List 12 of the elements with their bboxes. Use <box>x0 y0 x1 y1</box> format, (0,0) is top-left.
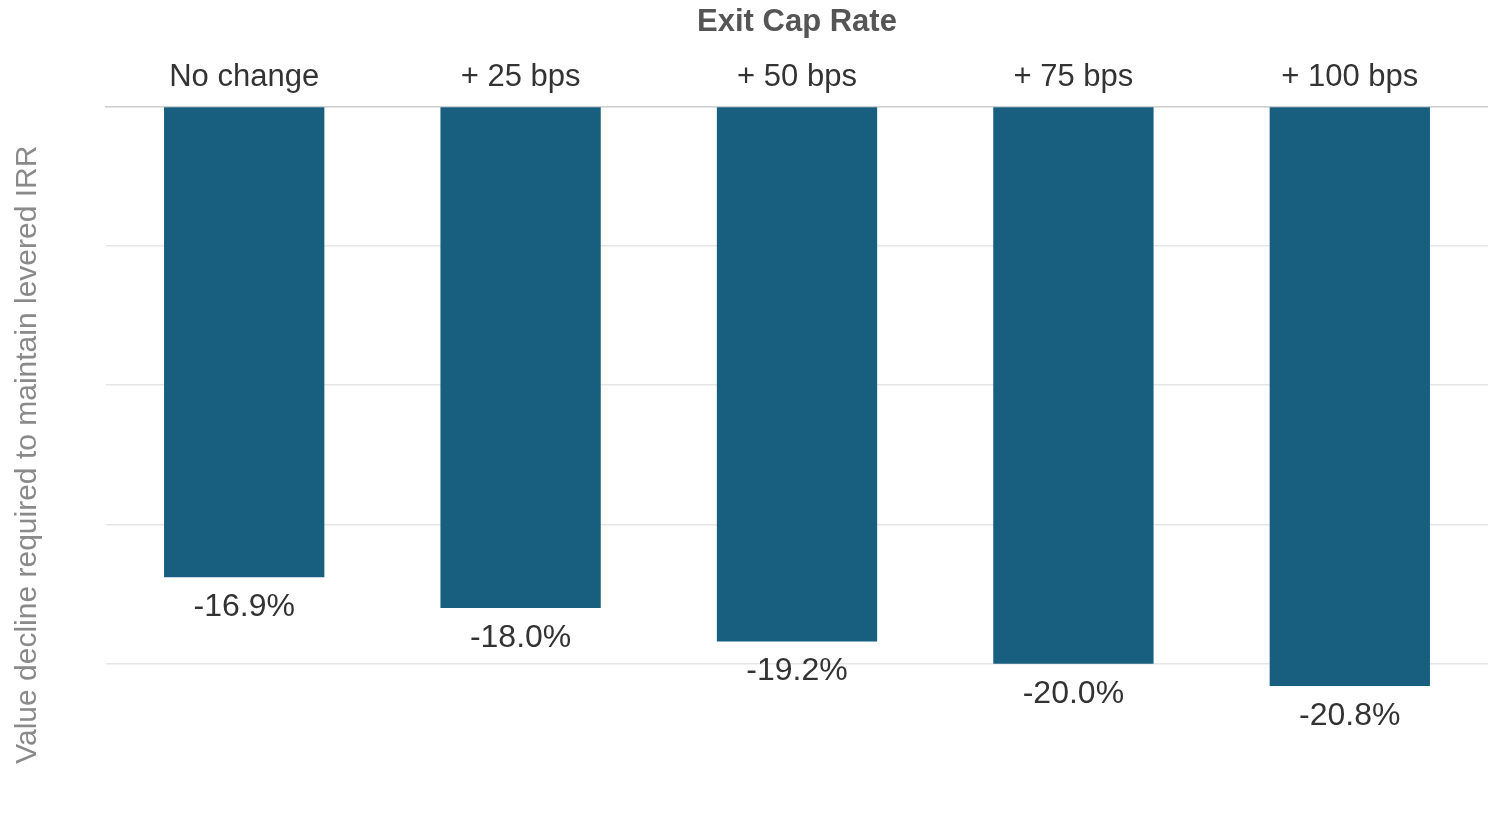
data-label: -20.0% <box>1022 673 1125 710</box>
data-label: -20.8% <box>1299 695 1401 732</box>
x-tick-label: No change <box>169 58 320 94</box>
data-label: -19.2% <box>746 651 848 688</box>
data-label: -18.0% <box>469 617 572 654</box>
x-tick-label: + 75 bps <box>1013 58 1134 94</box>
x-axis-title: Exit Cap Rate <box>697 3 897 39</box>
data-label: -16.9% <box>193 587 295 624</box>
x-tick-label: + 50 bps <box>737 58 857 94</box>
y-axis-title: Value decline required to maintain levered IRR <box>9 145 43 764</box>
x-tick-label: + 100 bps <box>1281 58 1419 94</box>
x-tick-label: + 25 bps <box>460 58 581 94</box>
